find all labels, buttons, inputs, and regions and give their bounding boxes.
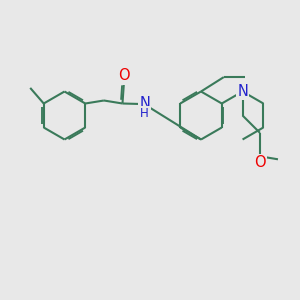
Text: O: O [118,68,130,83]
Text: N: N [237,84,248,99]
Text: N: N [139,96,150,111]
Text: H: H [140,107,149,120]
Text: O: O [254,155,266,170]
